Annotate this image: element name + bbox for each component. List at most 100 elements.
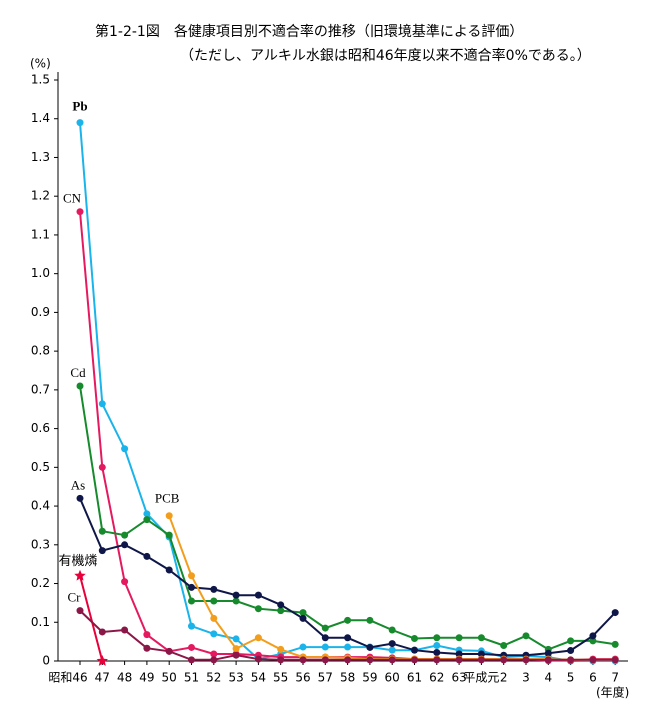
point-marker xyxy=(232,597,240,605)
point-marker xyxy=(411,656,418,664)
point-marker xyxy=(188,622,195,630)
point-marker xyxy=(121,541,129,549)
x-tick-label: 53 xyxy=(228,671,243,685)
chart-title: 第1-2-1図 各健康項目別不適合率の推移（旧環境基準による評価） xyxy=(95,23,523,40)
point-marker xyxy=(299,609,307,617)
series-label: Cr xyxy=(68,590,82,605)
point-marker xyxy=(321,656,329,664)
point-marker xyxy=(344,634,352,642)
point-marker xyxy=(165,531,173,539)
point-marker xyxy=(455,650,463,658)
point-marker xyxy=(76,208,84,216)
y-tick-label: 1.2 xyxy=(31,189,50,203)
point-marker xyxy=(477,634,485,642)
point-marker xyxy=(121,445,129,453)
point-marker xyxy=(299,656,307,664)
point-marker xyxy=(277,607,285,615)
series-line xyxy=(79,211,616,662)
series-line xyxy=(79,575,104,662)
series-label: 有機燐 xyxy=(58,553,97,568)
y-tick-label: 0.4 xyxy=(31,499,50,513)
point-marker xyxy=(344,616,352,624)
point-marker xyxy=(210,630,218,638)
point-marker xyxy=(210,585,218,593)
x-tick-label: 2 xyxy=(500,671,508,685)
point-marker xyxy=(522,632,530,640)
point-marker xyxy=(411,635,418,643)
point-marker xyxy=(210,656,218,664)
x-tick-label: 58 xyxy=(340,671,355,685)
point-marker xyxy=(76,119,84,127)
series-label: PCB xyxy=(155,491,180,506)
y-tick-label: 0.3 xyxy=(31,537,50,551)
x-tick-label: 6 xyxy=(589,671,597,685)
y-tick-label: 1.3 xyxy=(31,150,50,164)
x-tick-label: 60 xyxy=(385,671,400,685)
point-marker xyxy=(98,463,106,471)
point-marker xyxy=(321,643,329,651)
y-tick-label: 0.8 xyxy=(31,344,50,358)
y-tick-label: 0 xyxy=(42,654,50,668)
point-marker xyxy=(388,640,396,648)
point-marker xyxy=(188,583,195,591)
x-tick-label: 62 xyxy=(429,671,444,685)
x-tick-label: 57 xyxy=(318,671,333,685)
point-marker xyxy=(433,648,441,656)
point-marker xyxy=(433,656,441,664)
point-marker xyxy=(611,609,619,617)
y-tick-label: 1.4 xyxy=(31,111,50,125)
point-marker xyxy=(143,552,151,560)
point-marker xyxy=(589,632,597,640)
point-marker xyxy=(188,572,195,580)
point-marker xyxy=(76,607,84,615)
y-tick-label: 1.5 xyxy=(31,73,50,87)
point-marker xyxy=(98,527,106,535)
point-marker xyxy=(477,656,485,664)
point-marker xyxy=(589,637,597,645)
point-marker xyxy=(500,642,508,650)
point-marker xyxy=(411,646,418,654)
point-marker xyxy=(611,656,619,664)
point-marker xyxy=(210,614,218,622)
point-marker xyxy=(388,646,396,654)
point-marker xyxy=(477,650,485,658)
x-tick-label: 7 xyxy=(611,671,619,685)
point-marker xyxy=(254,634,262,642)
point-marker xyxy=(98,400,106,408)
point-marker xyxy=(76,382,84,390)
point-marker xyxy=(366,656,374,664)
point-marker xyxy=(433,634,441,642)
point-marker xyxy=(567,656,575,664)
point-marker xyxy=(165,512,173,520)
point-marker xyxy=(143,516,151,524)
x-tick-label: 3 xyxy=(522,671,530,685)
x-axis-label: (年度) xyxy=(596,685,629,700)
x-tick-label: 55 xyxy=(273,671,288,685)
x-tick-label: 5 xyxy=(567,671,575,685)
point-marker xyxy=(455,634,463,642)
point-marker xyxy=(277,601,285,609)
series-line xyxy=(79,497,616,657)
point-marker xyxy=(544,656,552,664)
x-tick-label: 61 xyxy=(407,671,422,685)
point-marker xyxy=(254,591,262,599)
point-marker xyxy=(277,656,285,664)
point-marker xyxy=(232,591,240,599)
point-marker xyxy=(321,624,329,632)
point-marker xyxy=(567,647,575,655)
y-tick-label: 0.9 xyxy=(31,305,50,319)
point-marker xyxy=(388,656,396,664)
point-marker xyxy=(165,566,173,574)
point-marker xyxy=(165,647,173,655)
x-tick-label: 52 xyxy=(206,671,221,685)
point-marker xyxy=(522,656,530,664)
y-tick-label: 0.2 xyxy=(31,576,50,590)
point-marker xyxy=(366,616,374,624)
point-marker xyxy=(232,645,240,653)
y-tick-label: 0.5 xyxy=(31,460,50,474)
series-line xyxy=(79,385,616,651)
y-tick-label: 0.1 xyxy=(31,615,50,629)
point-marker xyxy=(188,656,195,664)
series-label: Pb xyxy=(72,99,87,114)
